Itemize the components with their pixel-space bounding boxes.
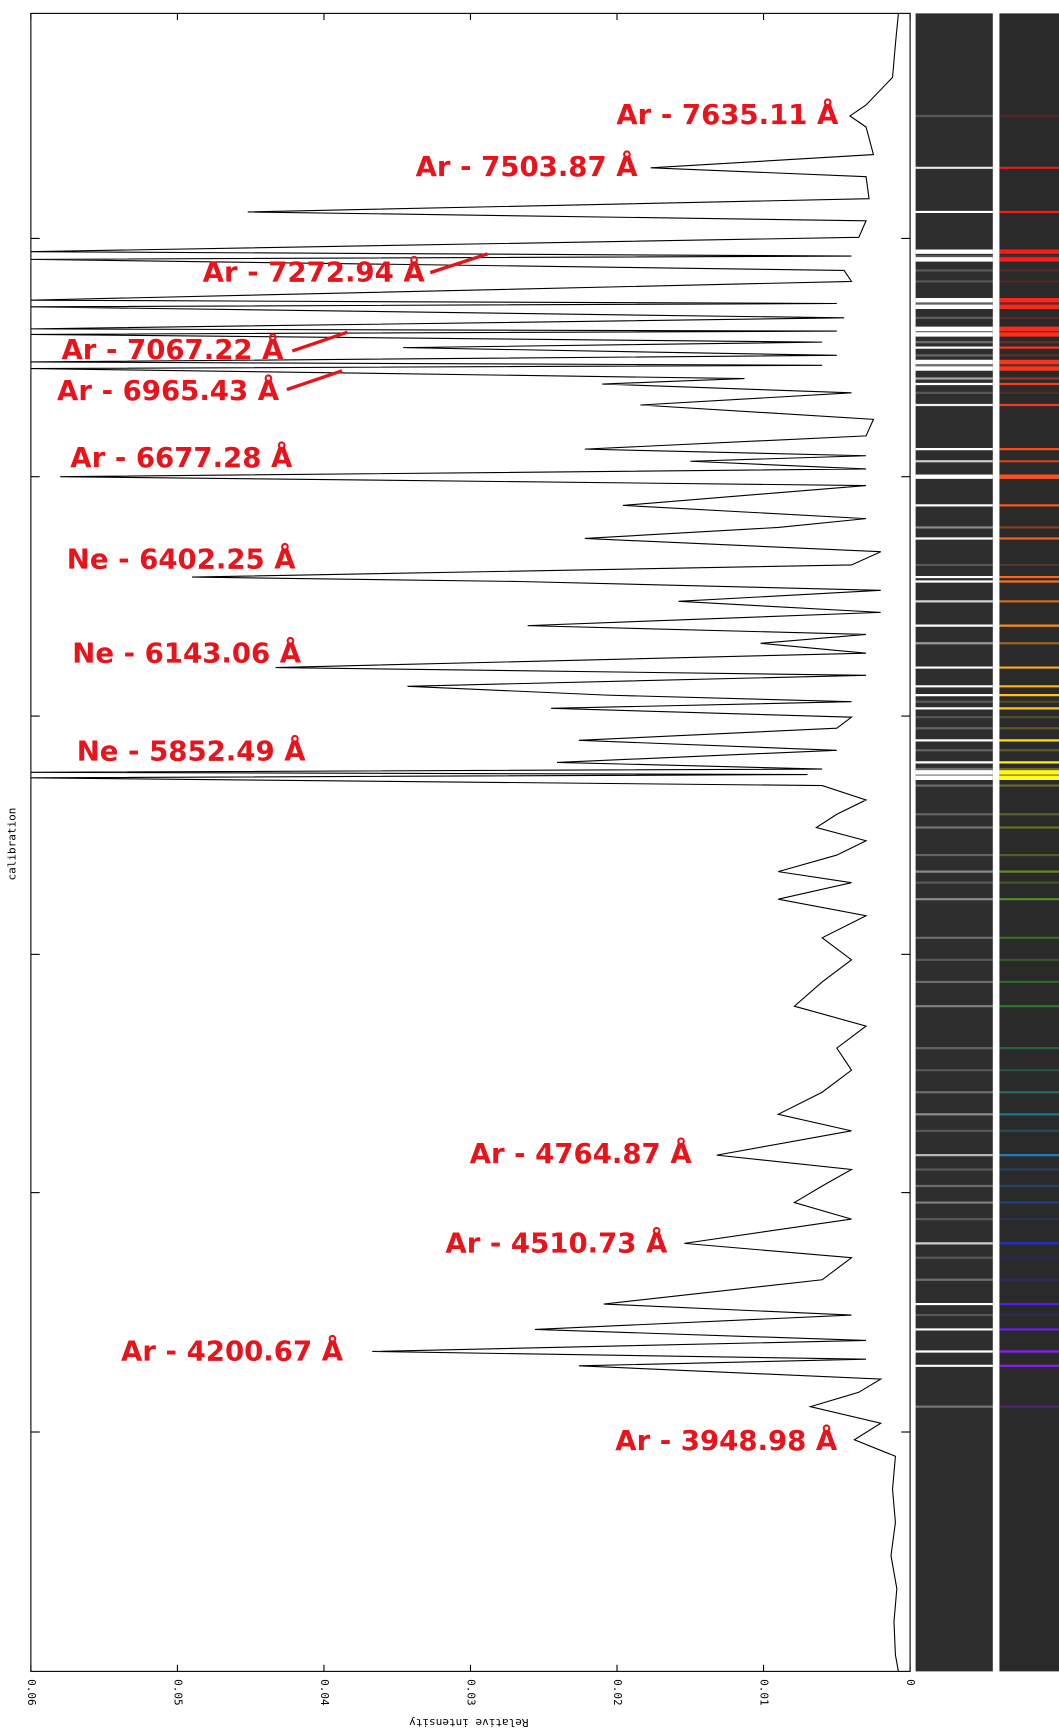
annotation: Ne - 6402.25 Å — [67, 542, 297, 576]
annotation: Ar - 7635.11 Å — [616, 97, 839, 131]
annotation: Ar - 4510.73 Å — [445, 1225, 668, 1259]
y-tick-label: 0.04 — [318, 1679, 331, 1706]
annotation-leader — [430, 254, 487, 273]
annotation: Ar - 4200.67 Å — [121, 1334, 344, 1368]
y-tick-label: 0.02 — [611, 1679, 624, 1706]
y-axis-label: Relative intensity — [409, 1716, 529, 1729]
y-tick-label: 0.03 — [464, 1679, 477, 1706]
annotation: Ar - 7272.94 Å — [203, 255, 426, 289]
annotation-leader — [292, 332, 347, 351]
annotation-leader — [287, 371, 342, 390]
y-tick-label: 0.01 — [758, 1679, 771, 1706]
annotation: Ne - 6143.06 Å — [72, 635, 302, 669]
color-strip — [999, 13, 1059, 1671]
y-tick-label: 0 — [904, 1679, 917, 1686]
x-axis-label: calibration — [5, 808, 18, 881]
y-tick-label: 0.06 — [25, 1679, 38, 1706]
annotation: Ar - 6965.43 Å — [57, 373, 280, 407]
annotation: Ar - 3948.98 Å — [615, 1423, 838, 1457]
annotation: Ar - 4764.87 Å — [470, 1136, 693, 1170]
annotation: Ar - 6677.28 Å — [70, 440, 293, 474]
y-tick-label: 0.05 — [171, 1679, 184, 1706]
annotation: Ar - 7067.22 Å — [61, 332, 284, 366]
annotation: Ne - 5852.49 Å — [77, 733, 307, 767]
chart: calibration Relative intensity 0.06 0.05 0… — [0, 0, 1059, 1730]
annotation: Ar - 7503.87 Å — [416, 149, 639, 183]
plot-frame — [31, 13, 910, 1671]
grayscale-strip — [916, 13, 993, 1671]
